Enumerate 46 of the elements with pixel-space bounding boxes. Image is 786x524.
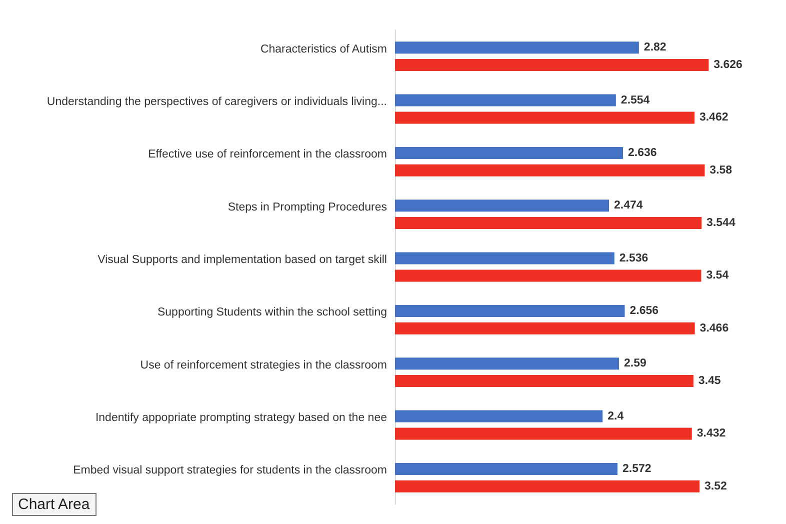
data-label: 2.59 xyxy=(624,358,646,370)
y-tick-label: Embed visual support strategies for students in the classroom xyxy=(73,464,387,477)
bar xyxy=(395,59,709,72)
bar xyxy=(395,164,705,176)
y-tick-label: Characteristics of Autism xyxy=(260,43,387,56)
bar xyxy=(395,252,614,264)
bar xyxy=(395,410,603,422)
bar xyxy=(395,217,702,230)
bar xyxy=(395,480,700,492)
data-label: 2.636 xyxy=(628,146,657,159)
data-label: 3.462 xyxy=(699,112,728,124)
text: Chart Area xyxy=(18,496,90,513)
data-label: 2.4 xyxy=(608,410,624,422)
data-label: 2.536 xyxy=(619,252,648,264)
bar xyxy=(395,200,609,212)
data-label: 2.554 xyxy=(620,94,650,106)
y-tick-label: Use of reinforcement strategies in the classroom xyxy=(140,359,387,372)
data-label: 3.52 xyxy=(704,480,727,492)
data-label: 2.572 xyxy=(622,462,652,475)
bar xyxy=(395,462,618,475)
bar xyxy=(395,375,694,388)
bar xyxy=(395,322,695,334)
data-label: 3.54 xyxy=(706,270,730,282)
data-label: 2.474 xyxy=(614,200,644,212)
y-tick-label: Effective use of reinforcement in the classroom xyxy=(148,148,387,161)
bar xyxy=(395,304,625,317)
bar xyxy=(395,42,639,54)
bar xyxy=(395,94,616,106)
data-label: 3.544 xyxy=(706,217,736,230)
y-tick-label: Indentify appopriate prompting strategy based on the nee xyxy=(95,412,387,424)
data-label: 3.58 xyxy=(710,164,733,176)
bar xyxy=(395,428,692,440)
bar xyxy=(395,112,694,124)
bar xyxy=(395,270,702,282)
bar xyxy=(395,146,624,159)
data-label: 2.656 xyxy=(630,304,659,317)
y-tick-label: Steps in Prompting Procedures xyxy=(228,201,388,214)
data-label: 3.432 xyxy=(696,428,726,440)
y-tick-label: Supporting Students within the school setting xyxy=(157,306,387,319)
y-tick-label: Understanding the perspectives of caregivers or individuals living... xyxy=(46,96,387,108)
bar xyxy=(395,358,620,370)
data-label: 3.466 xyxy=(700,322,729,334)
data-label: 2.82 xyxy=(644,42,666,54)
data-label: 3.626 xyxy=(714,59,742,72)
data-label: 3.45 xyxy=(698,375,722,388)
y-tick-label: Visual Supports and implementation based on target skill xyxy=(98,254,387,266)
